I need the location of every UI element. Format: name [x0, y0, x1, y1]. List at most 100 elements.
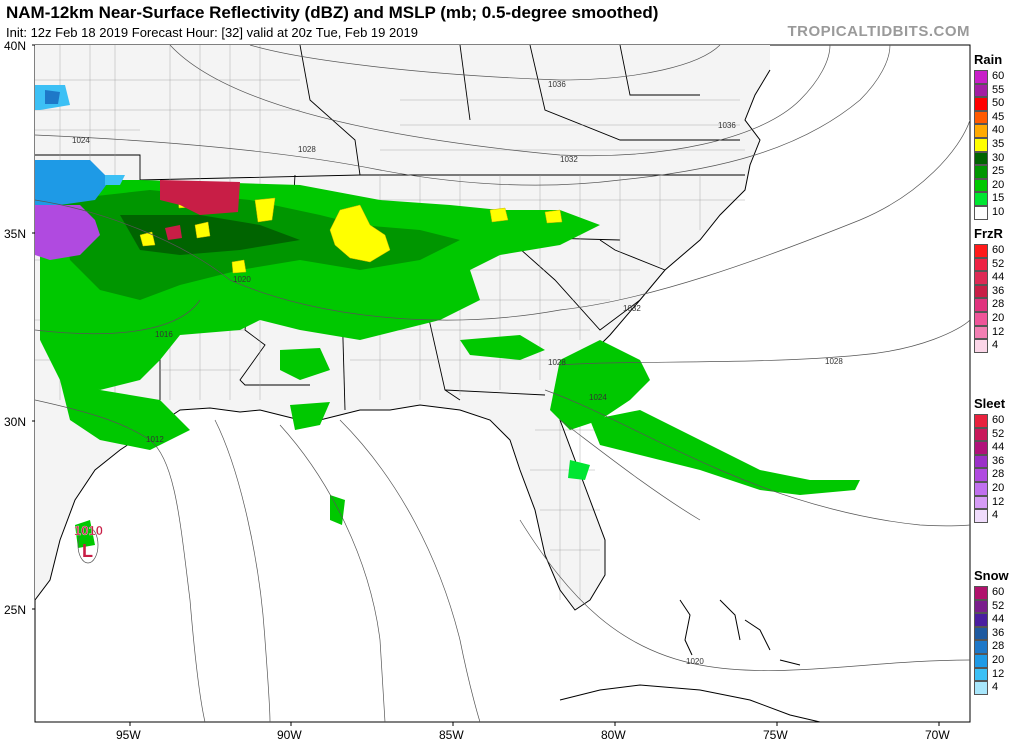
legend-level-label: 44 [992, 613, 1005, 626]
legend-level-label: 52 [992, 427, 1005, 440]
state-borders [35, 45, 745, 411]
legend-level-label: 36 [992, 454, 1005, 467]
legend-swatch [974, 257, 988, 272]
low-pressure-center: 1010 L [74, 523, 103, 564]
lon-label-70w: 70W [925, 728, 950, 742]
legend-level-label: 10 [992, 206, 1005, 218]
legend-level-label: 12 [992, 667, 1005, 680]
legend-level-label: 4 [992, 509, 999, 522]
legend-swatch [974, 97, 988, 111]
legend-title-rain: Rain [974, 52, 1003, 67]
svg-text:1028: 1028 [548, 358, 566, 367]
legend-swatch [974, 339, 988, 353]
legend-swatch [974, 509, 988, 523]
lat-label-25n: 25N [4, 603, 26, 617]
legend-title-snow: Snow [974, 568, 1009, 583]
svg-text:1020: 1020 [686, 657, 704, 666]
legend-swatch [974, 70, 988, 84]
legend-swatch [974, 192, 988, 206]
legend-level-label: 4 [992, 339, 999, 352]
lon-label-90w: 90W [277, 728, 302, 742]
low-pressure-symbol: L [82, 541, 93, 561]
legend-level-label: 30 [992, 151, 1005, 164]
svg-text:1036: 1036 [718, 121, 736, 130]
legend-swatch [974, 468, 988, 482]
legend-level-label: 15 [992, 192, 1005, 205]
legend-swatch [974, 138, 988, 152]
legend-level-label: 36 [992, 284, 1005, 297]
legend-swatch [974, 83, 988, 98]
legend-level-label: 28 [992, 468, 1005, 481]
legend-level-label: 28 [992, 298, 1005, 311]
legend-swatch [974, 165, 988, 179]
legend-swatch [974, 427, 988, 442]
lon-label-85w: 85W [439, 728, 464, 742]
legend-level-label: 35 [992, 138, 1005, 150]
map-subtitle: Init: 12z Feb 18 2019 Forecast Hour: [32… [6, 25, 418, 40]
svg-text:1036: 1036 [548, 80, 566, 89]
legend-level-label: 50 [992, 97, 1005, 110]
legend-level-label: 40 [992, 124, 1005, 137]
legend-swatch [974, 206, 988, 220]
legend-swatch [974, 151, 988, 166]
svg-text:1024: 1024 [589, 393, 607, 402]
svg-text:1024: 1024 [72, 136, 90, 145]
legend-swatch [974, 495, 988, 510]
lon-axis: 95W 90W 85W 80W 75W 70W [116, 722, 950, 742]
legend-swatch [974, 124, 988, 138]
lat-label-30n: 30N [4, 415, 26, 429]
legend-swatch [974, 110, 988, 125]
legend-level-label: 60 [992, 70, 1005, 82]
legend-level-label: 12 [992, 325, 1005, 338]
legend-swatch [974, 414, 988, 428]
low-pressure-value: 1010 [74, 523, 103, 538]
lat-label-40n: 40N [4, 39, 26, 53]
legend-level-label: 4 [992, 681, 999, 694]
legend-level-label: 28 [992, 640, 1005, 653]
legend-title-frzr: FrzR [974, 226, 1003, 241]
legend-level-label: 52 [992, 599, 1005, 612]
legend-swatch [974, 681, 988, 695]
legend-swatch [974, 654, 988, 668]
legend-level-label: 20 [992, 178, 1005, 191]
brand-watermark: TROPICALTIDBITS.COM [787, 23, 970, 40]
legend-level-label: 60 [992, 244, 1005, 256]
isobar-labels: 1036 1032 1024 1028 1020 1016 1012 1032 … [72, 80, 843, 666]
legend-level-label: 52 [992, 257, 1005, 270]
legend-level-label: 36 [992, 626, 1005, 639]
svg-text:1020: 1020 [233, 275, 251, 284]
svg-text:1032: 1032 [560, 155, 578, 164]
legend-swatch [974, 325, 988, 340]
map-title: NAM-12km Near-Surface Reflectivity (dBZ)… [6, 3, 659, 22]
legend-swatch [974, 244, 988, 258]
legend-level-label: 20 [992, 654, 1005, 666]
legend-level-label: 20 [992, 312, 1005, 324]
legend-swatch [974, 441, 988, 455]
legend-level-label: 55 [992, 83, 1005, 96]
gulf-coastline [35, 69, 771, 611]
legend-level-label: 44 [992, 271, 1005, 284]
svg-text:1032: 1032 [623, 304, 641, 313]
legend-swatch [974, 284, 988, 299]
lon-label-80w: 80W [601, 728, 626, 742]
legend-level-label: 60 [992, 586, 1005, 598]
legend-level-label: 45 [992, 110, 1005, 123]
legend-title-sleet: Sleet [974, 396, 1006, 411]
lon-label-75w: 75W [763, 728, 788, 742]
isobars [35, 45, 970, 722]
bahamas-cuba-islands [559, 599, 821, 722]
map-header: NAM-12km Near-Surface Reflectivity (dBZ)… [0, 0, 1024, 44]
lat-axis: 40N 35N 30N 25N [4, 39, 35, 617]
svg-text:1012: 1012 [146, 435, 164, 444]
legend-swatch [974, 599, 988, 614]
legend-level-label: 12 [992, 495, 1005, 508]
legend-level-label: 44 [992, 441, 1005, 454]
legend-swatch [974, 298, 988, 312]
reflectivity-snow [35, 85, 125, 205]
svg-text:1028: 1028 [825, 357, 843, 366]
legend-swatch [974, 586, 988, 600]
legend-level-label: 25 [992, 165, 1005, 178]
svg-text:1016: 1016 [155, 330, 173, 339]
lon-label-95w: 95W [116, 728, 141, 742]
